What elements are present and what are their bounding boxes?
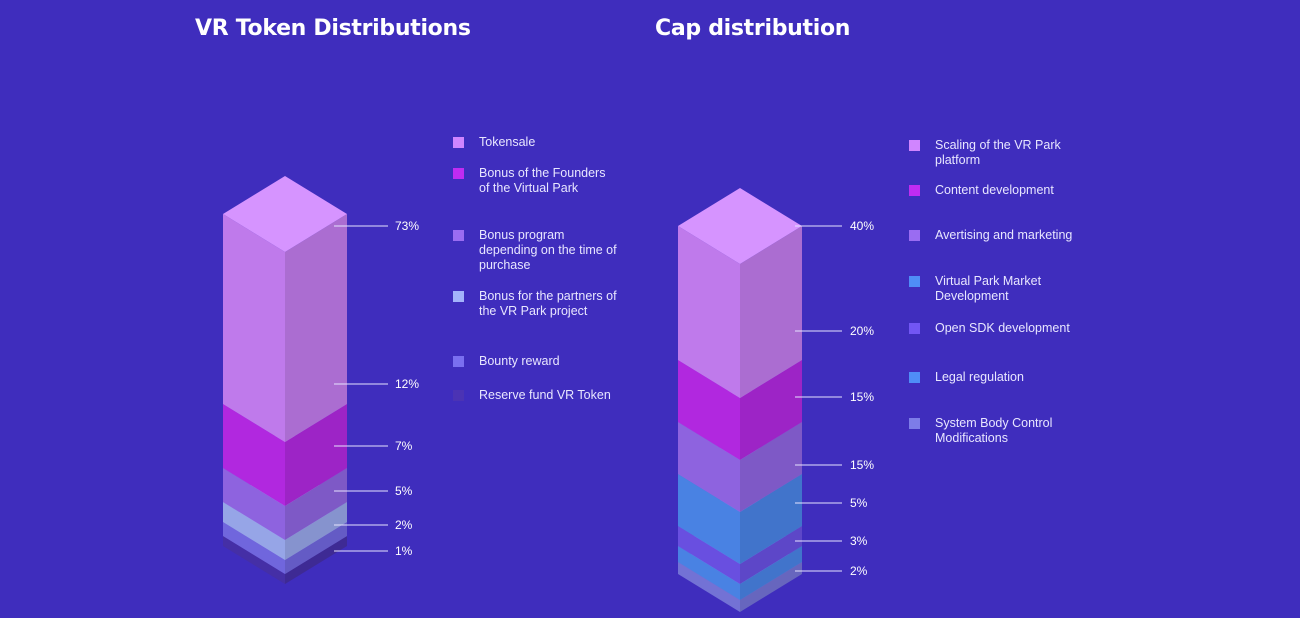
- block-right-face: [740, 562, 802, 612]
- percent-label: 12%: [395, 377, 419, 391]
- legend-swatch: [909, 372, 920, 383]
- legend-swatch: [453, 168, 464, 179]
- legend-swatch: [909, 230, 920, 241]
- legend-swatch: [453, 291, 464, 302]
- legend-swatch: [909, 140, 920, 151]
- percent-label: 73%: [395, 219, 419, 233]
- block-top-face: [223, 176, 347, 252]
- block-left-face: [223, 404, 285, 506]
- block-left-face: [223, 214, 285, 442]
- legend-label: Virtual Park Market Development: [935, 274, 1042, 303]
- block-right-face: [285, 522, 347, 574]
- legend-label: Bonus of the Founders of the Virtual Par…: [479, 166, 606, 195]
- percent-label: 2%: [395, 518, 413, 532]
- block-left-face: [223, 468, 285, 540]
- percent-label: 5%: [850, 496, 868, 510]
- block-top-face: [678, 188, 802, 264]
- block-right-face: [740, 474, 802, 564]
- block-right-face: [740, 422, 802, 512]
- chart-title-cap-distribution: Cap distribution: [655, 16, 851, 41]
- percent-label: 15%: [850, 390, 874, 404]
- legend-label: Bonus for the partners of the VR Park pr…: [479, 289, 617, 318]
- legend-swatch: [453, 230, 464, 241]
- legend-label: Tokensale: [479, 135, 536, 149]
- legend-label: Reserve fund VR Token: [479, 388, 611, 402]
- legend-label: Content development: [935, 183, 1054, 197]
- block-left-face: [678, 546, 740, 600]
- block-right-face: [285, 404, 347, 506]
- percent-label: 40%: [850, 219, 874, 233]
- block-right-face: [285, 214, 347, 442]
- block-right-face: [285, 502, 347, 560]
- legend-label: Bounty reward: [479, 354, 560, 368]
- legend-swatch: [909, 185, 920, 196]
- chart-title-token-distributions: VR Token Distributions: [195, 16, 471, 41]
- legend-label: System Body Control Modifications: [935, 416, 1053, 445]
- block-right-face: [740, 360, 802, 460]
- block-left-face: [678, 226, 740, 398]
- legend-label: Legal regulation: [935, 370, 1024, 384]
- block-right-face: [285, 468, 347, 540]
- percent-label: 5%: [395, 484, 413, 498]
- percent-label: 3%: [850, 534, 868, 548]
- block-left-face: [223, 522, 285, 574]
- stack-block: [223, 176, 347, 442]
- stack-block: [678, 188, 802, 398]
- block-left-face: [678, 360, 740, 460]
- block-left-face: [678, 474, 740, 564]
- block-right-face: [740, 226, 802, 398]
- legend-label: Avertising and marketing: [935, 228, 1073, 242]
- legend-swatch: [909, 418, 920, 429]
- legend-label: Open SDK development: [935, 321, 1070, 335]
- block-left-face: [678, 526, 740, 584]
- isometric-stack-0: [223, 176, 347, 584]
- block-left-face: [678, 562, 740, 612]
- legend-swatch: [453, 356, 464, 367]
- legend-label: Bonus program depending on the time of p…: [479, 228, 617, 272]
- legend-swatch: [453, 390, 464, 401]
- isometric-stack-1: [678, 188, 802, 612]
- block-right-face: [740, 526, 802, 584]
- block-right-face: [285, 536, 347, 584]
- block-left-face: [223, 502, 285, 560]
- percent-label: 1%: [395, 544, 413, 558]
- percent-label: 20%: [850, 324, 874, 338]
- block-left-face: [678, 422, 740, 512]
- block-left-face: [223, 536, 285, 584]
- percent-label: 7%: [395, 439, 413, 453]
- percent-label: 15%: [850, 458, 874, 472]
- percent-label: 2%: [850, 564, 868, 578]
- block-right-face: [740, 546, 802, 600]
- legend-swatch: [453, 137, 464, 148]
- legend-swatch: [909, 276, 920, 287]
- legend-swatch: [909, 323, 920, 334]
- legend-label: Scaling of the VR Park platform: [935, 138, 1061, 167]
